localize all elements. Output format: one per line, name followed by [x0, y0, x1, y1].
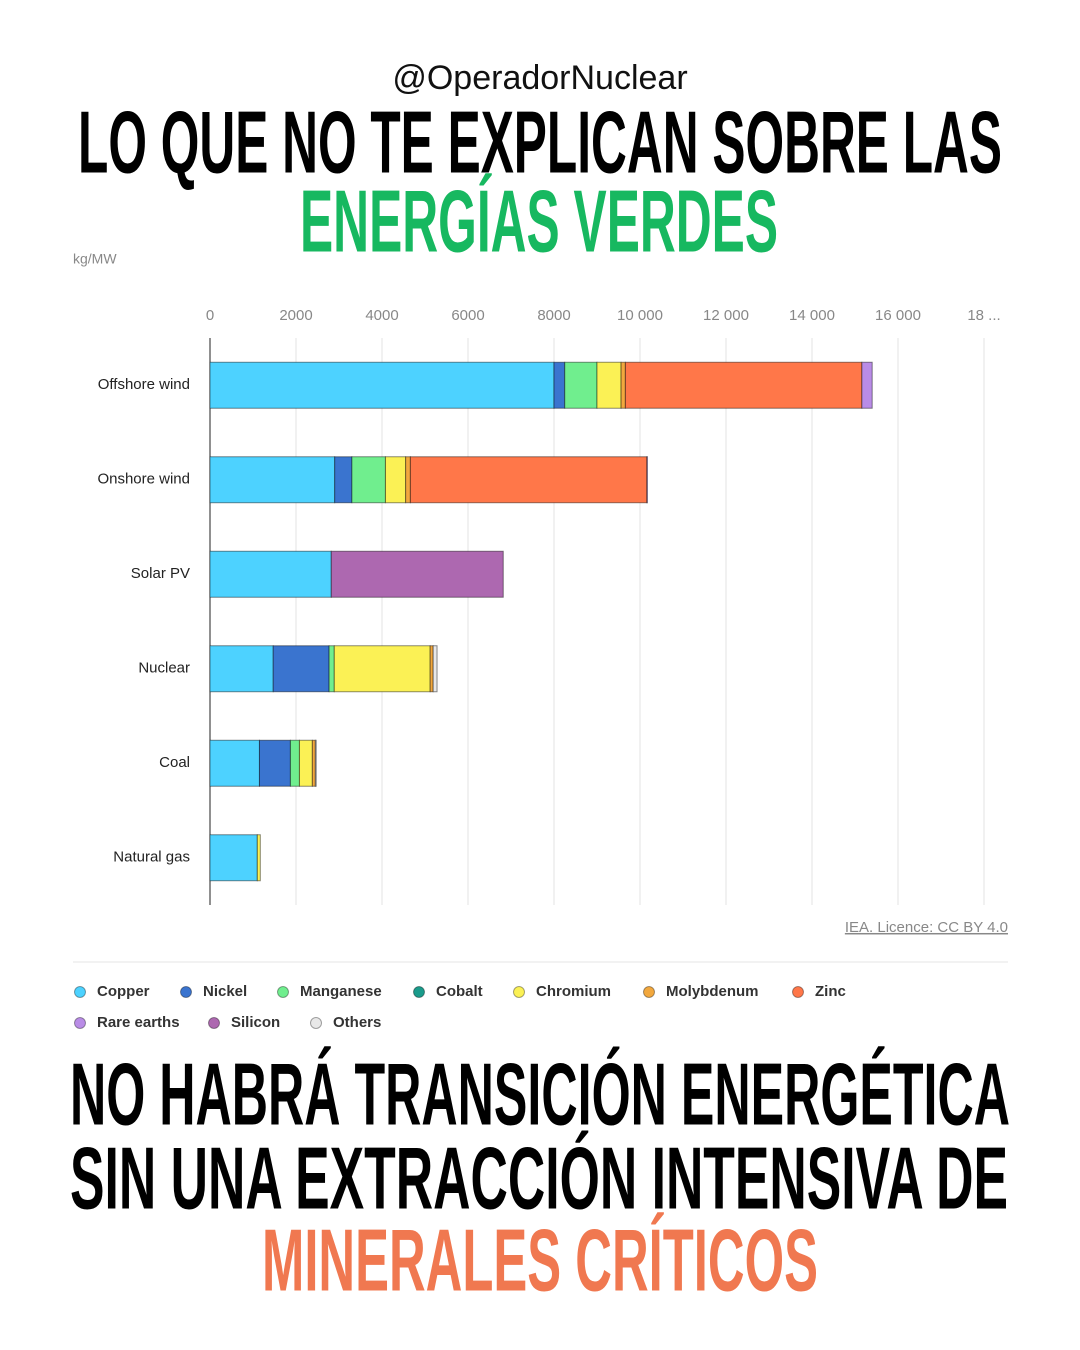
bar-segment — [620, 361, 626, 409]
legend-label: Copper — [97, 983, 150, 1000]
y-tick-label: Onshore wind — [97, 471, 190, 488]
legend-swatch — [208, 1017, 220, 1029]
handle: @OperadorNuclear — [392, 59, 687, 97]
bar-segment — [209, 361, 555, 409]
bar-segment — [409, 456, 648, 504]
bar-segment — [272, 645, 330, 693]
legend-swatch — [792, 986, 804, 998]
footer: SIN UNA EXTRACCIÓN INTENSIVA DE — [70, 1128, 1008, 1227]
legend-label: Rare earths — [97, 1014, 180, 1031]
headline: ENERGÍAS VERDES — [300, 171, 778, 270]
bar-segment — [298, 739, 313, 787]
legend-label: Others — [333, 1014, 381, 1031]
bar-segment — [330, 550, 504, 598]
bar-segment — [209, 550, 332, 598]
headline: LO QUE NO TE EXPLICAN SOBRE LAS — [78, 92, 1002, 191]
bar-segment — [209, 834, 258, 882]
legend-label: Chromium — [536, 983, 611, 1000]
bar-segment — [256, 834, 261, 882]
legend-label: Cobalt — [436, 983, 483, 1000]
legend-swatch — [74, 1017, 86, 1029]
bar-segment — [861, 361, 873, 409]
legend-swatch — [74, 986, 86, 998]
legend-label: Zinc — [815, 983, 846, 1000]
bar-segment — [351, 456, 386, 504]
bar-segment — [209, 739, 260, 787]
y-tick-label: Natural gas — [113, 849, 190, 866]
y-tick-label: Nuclear — [138, 660, 190, 677]
legend-label: Manganese — [300, 983, 382, 1000]
x-tick-label: 4000 — [365, 307, 398, 324]
footer: NO HABRÁ TRANSICIÓN ENERGÉTICA — [70, 1044, 1010, 1143]
bar-segment — [596, 361, 622, 409]
bar-segment — [405, 456, 411, 504]
x-tick-label: 0 — [206, 307, 214, 324]
bar-segment — [564, 361, 598, 409]
bar-segment — [209, 456, 336, 504]
bar-segment — [333, 645, 431, 693]
unit-label: kg/MW — [73, 251, 117, 267]
x-tick-label: 18 ... — [967, 307, 1000, 324]
legend-label: Silicon — [231, 1014, 280, 1031]
bar-segment — [624, 361, 863, 409]
source: IEA. Licence: CC BY 4.0 — [845, 919, 1008, 936]
bar-segment — [209, 645, 274, 693]
bar-segment — [334, 456, 353, 504]
x-tick-label: 16 000 — [875, 307, 921, 324]
bar-segment — [384, 456, 407, 504]
bar-segment — [553, 361, 566, 409]
footer: MINERALES CRÍTICOS — [262, 1210, 818, 1309]
bar-segment — [646, 456, 648, 504]
y-tick-label: Offshore wind — [98, 376, 190, 393]
legend-swatch — [513, 986, 525, 998]
legend-swatch — [413, 986, 425, 998]
x-tick-label: 12 000 — [703, 307, 749, 324]
bar-segment — [314, 739, 317, 787]
legend-swatch — [180, 986, 192, 998]
bar-segment — [432, 645, 438, 693]
x-tick-label: 10 000 — [617, 307, 663, 324]
legend-label: Molybdenum — [666, 983, 759, 1000]
legend-swatch — [643, 986, 655, 998]
x-tick-label: 14 000 — [789, 307, 835, 324]
y-tick-label: Solar PV — [131, 565, 190, 582]
x-tick-label: 2000 — [279, 307, 312, 324]
legend-swatch — [277, 986, 289, 998]
bar-segment — [328, 645, 335, 693]
legend-swatch — [310, 1017, 322, 1029]
x-tick-label: 8000 — [537, 307, 570, 324]
y-tick-label: Coal — [159, 754, 190, 771]
bar-segment — [258, 739, 291, 787]
x-tick-label: 6000 — [451, 307, 484, 324]
legend-label: Nickel — [203, 983, 247, 1000]
bar-segment — [289, 739, 300, 787]
